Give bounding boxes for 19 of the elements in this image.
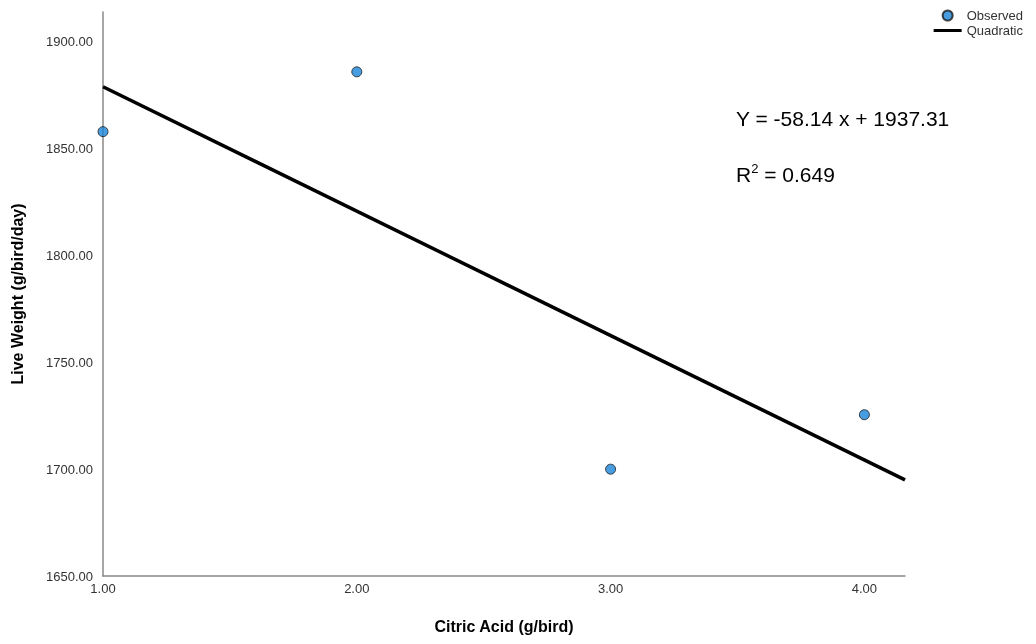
y-tick-label: 1900.00 [46,34,93,50]
annotation: Y = -58.14 x + 1937.31 [736,107,950,130]
legend-label: Quadratic [966,23,1024,38]
x-tick-label: 2.00 [344,581,370,596]
point [858,409,870,421]
y-tick-label: 1800.00 [46,248,93,264]
y-tick-label: 1750.00 [46,354,93,370]
x-axis-title: Citric Acid (g/bird) [434,617,574,635]
y-tick-label: 1700.00 [46,461,93,477]
x-tick-label: 1.00 [90,581,116,596]
y-tick-label: 1650.00 [46,568,93,584]
point [605,463,617,475]
y-axis-title: Live Weight (g/bird/day) [8,203,26,385]
point [351,66,363,78]
x-tick-label: 3.00 [597,581,624,596]
point [97,126,109,138]
y-tick-label: 1850.00 [46,141,93,157]
x-tick-label: 4.00 [851,581,878,596]
legend-label: Observed [966,8,1024,23]
